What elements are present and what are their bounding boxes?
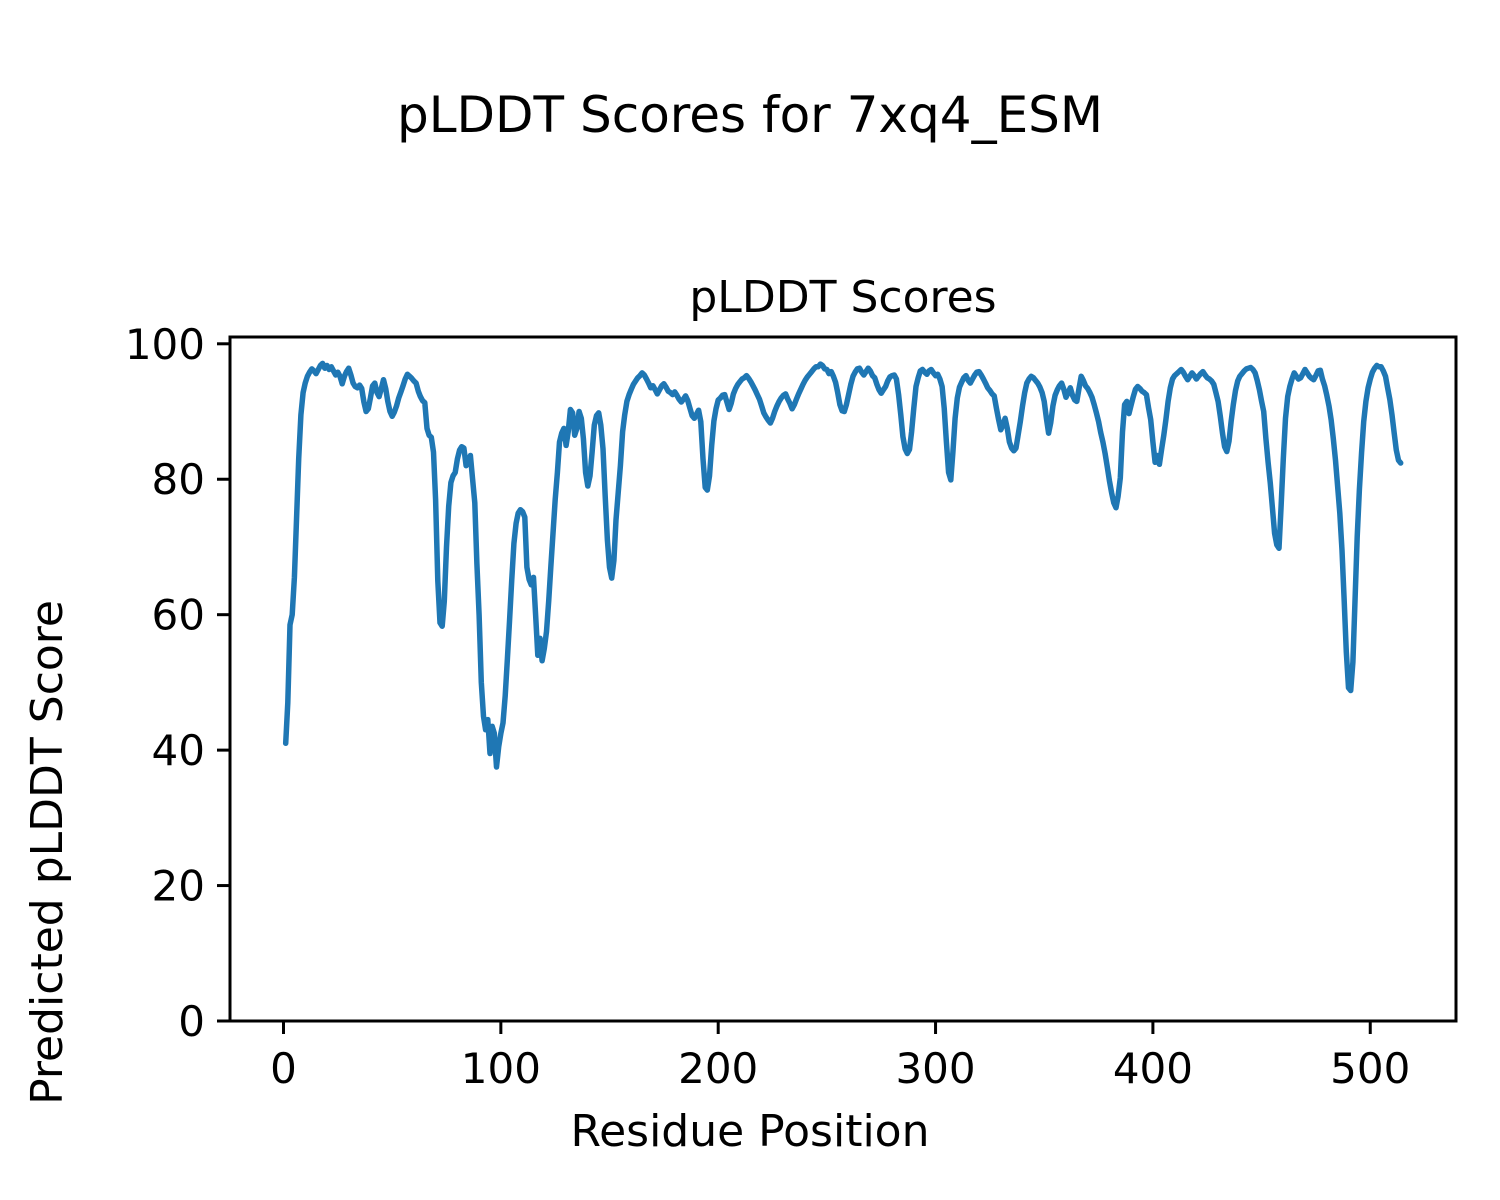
y-tick-label: 100 [125,320,205,369]
y-axis-label-text: Predicted pLDDT Score [21,600,73,1105]
x-axis-label: Residue Position [570,1106,930,1157]
x-tick-label: 200 [678,1044,758,1093]
x-tick-label: 100 [461,1044,541,1093]
x-tick-label: 500 [1330,1044,1410,1093]
axes-spines [228,335,1458,1023]
figure-title: pLDDT Scores for 7xq4_ESM [396,86,1104,144]
plddt-line [282,360,1404,770]
x-tick-label: 0 [270,1044,297,1093]
axes-title: pLDDT Scores [689,272,997,323]
x-tick-label: 400 [1113,1044,1193,1093]
x-tick-label: 300 [895,1044,975,1093]
y-tick-label: 80 [152,455,205,504]
y-tick-label: 20 [152,862,205,911]
y-tick-label: 0 [178,997,205,1046]
y-tick-label: 60 [152,591,205,640]
y-tick-label: 40 [152,726,205,775]
